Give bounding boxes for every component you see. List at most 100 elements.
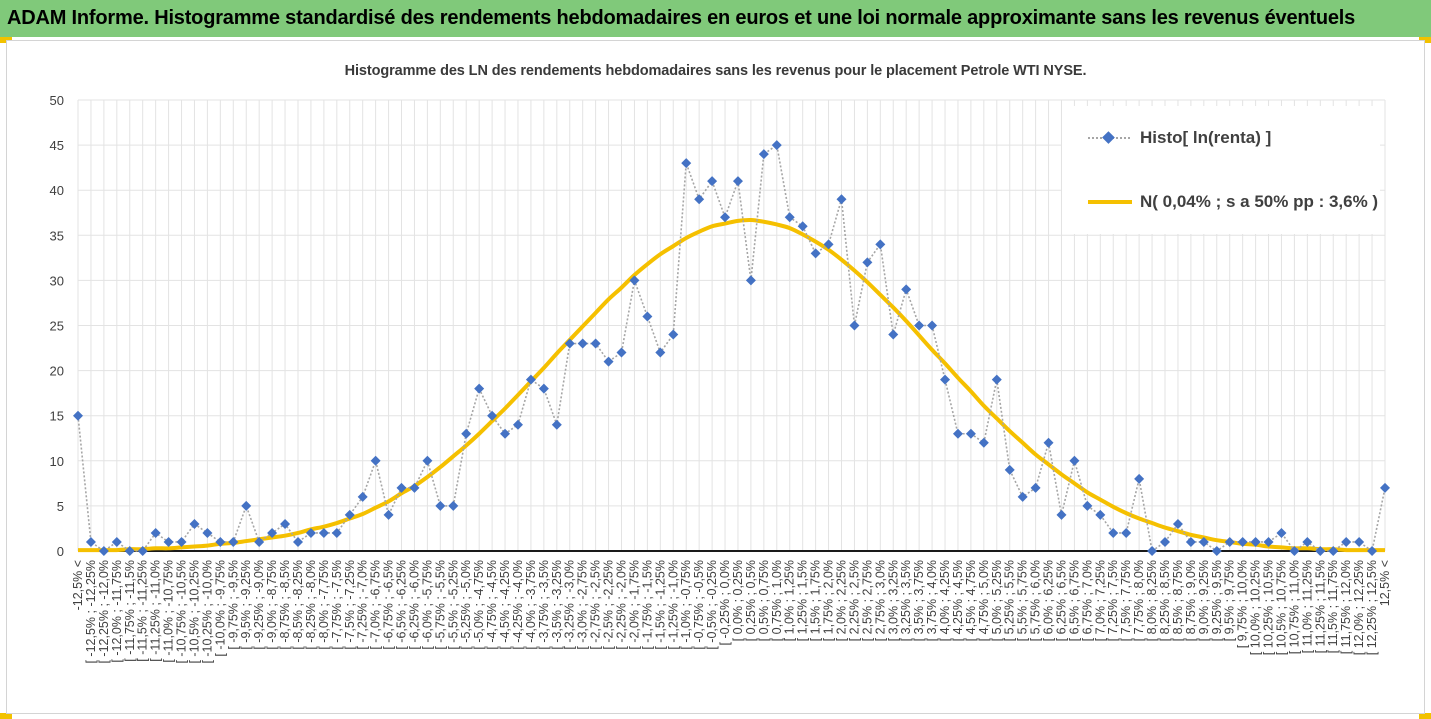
histo-point (1043, 437, 1054, 448)
y-tick-label: 0 (57, 544, 64, 559)
histo-point (590, 338, 601, 349)
x-tick-label: [ 6,75% ; 7,0% (1080, 560, 1094, 641)
histo-point (176, 536, 187, 547)
histo-point (862, 257, 873, 268)
histo-point (1315, 546, 1326, 556)
x-tick-label: [ 5,5% ; 5,75% (1016, 560, 1030, 641)
x-tick-label: [ 0,5% ; 0,75% (757, 560, 771, 641)
x-tick-label: [ 1,5% ; 1,75% (809, 560, 823, 641)
x-tick-label: [ -8,25% ; -8,0% (304, 560, 318, 650)
x-tick-label: [ 7,75% ; 8,0% (1132, 560, 1146, 641)
x-tick-label: [ -12,5% ; -12,25% (84, 560, 98, 664)
x-tick-label: [ -9,25% ; -9,0% (252, 560, 266, 650)
histo-point (512, 419, 523, 430)
histo-point (1121, 527, 1132, 538)
x-tick-label: [ -3,25% ; -3,0% (563, 560, 577, 650)
histo-point (409, 482, 420, 493)
x-tick-label: [ 2,0% ; 2,25% (834, 560, 848, 641)
histo-point (694, 194, 705, 205)
x-tick-label: [ 4,5% ; 4,75% (964, 560, 978, 641)
histo-point (1263, 536, 1274, 547)
histo-point (487, 410, 498, 421)
legend-histo-label: Histo[ ln(renta) ] (1140, 128, 1272, 147)
x-tick-label: [ 0,75% ; 1,0% (770, 560, 784, 641)
x-tick-label: -12,5% < (71, 560, 85, 610)
x-tick-label: [ -5,25% ; -5,0% (459, 560, 473, 650)
histo-point (810, 248, 821, 259)
normal-curve-layer (77, 217, 1385, 553)
y-tick-label: 35 (50, 228, 64, 243)
x-tick-label: [ 5,0% ; 5,25% (990, 560, 1004, 641)
x-tick-label: [ -11,75% ; -11,5% (123, 560, 137, 662)
x-tick-label: [ 2,5% ; 2,75% (860, 560, 874, 641)
histo-point (396, 482, 407, 493)
histo-point (1069, 455, 1080, 466)
x-tick-label: [ 9,75% ; 10,0% (1236, 560, 1250, 648)
histo-point (1017, 491, 1028, 502)
x-tick-label: [ 11,75% ; 12,0% (1339, 560, 1353, 654)
y-tick-label: 20 (50, 364, 64, 379)
histo-point (1289, 546, 1300, 556)
histo-point (720, 212, 731, 223)
x-tick-label: [ 11,5% ; 11,75% (1326, 560, 1340, 653)
x-tick-label: [ 3,25% ; 3,5% (899, 560, 913, 641)
x-tick-label: [ 6,0% ; 6,25% (1042, 560, 1056, 641)
x-tick-label: [ 10,75% ; 11,0% (1287, 560, 1301, 654)
x-tick-label: [ -8,75% ; -8,5% (278, 560, 292, 650)
histo-point (241, 500, 252, 511)
histo-point (616, 347, 627, 358)
x-tick-label: [ 9,5% ; 9,75% (1223, 560, 1237, 641)
x-tick-label: [ -9,0% ; -8,75% (265, 560, 279, 650)
histo-point (254, 536, 265, 547)
x-tick-label: [ -12,0% ; -11,75% (110, 560, 124, 663)
histo-point (1250, 536, 1261, 547)
x-tick-label: [ 1,0% ; 1,25% (783, 560, 797, 641)
histo-point (1341, 536, 1352, 547)
histo-point (1134, 473, 1145, 484)
histo-point (1354, 536, 1365, 547)
histo-point (474, 383, 485, 394)
histo-point (150, 527, 161, 538)
histo-point (577, 338, 588, 349)
histo-series-layer (73, 140, 1390, 556)
histo-point (655, 347, 666, 358)
histo-point (1030, 482, 1041, 493)
histo-point (1302, 536, 1313, 547)
x-tick-label: [ -10,0% ; -9,75% (213, 560, 227, 657)
histo-point (357, 491, 368, 502)
histo-point (668, 329, 679, 340)
x-tick-label: [ -1,25% ; -1,0% (666, 560, 680, 650)
y-tick-label: 40 (50, 183, 64, 198)
x-tick-label: [ 7,0% ; 7,25% (1093, 560, 1107, 641)
x-tick-label: [ 5,75% ; 6,0% (1029, 560, 1043, 641)
x-tick-label: [ -10,75% ; -10,5% (175, 560, 189, 664)
x-tick-label: [ -11,0% ; -10,75% (162, 560, 176, 663)
histo-point (163, 536, 174, 547)
x-tick-label: [ -7,75% ; -7,5% (330, 560, 344, 650)
histo-point (137, 546, 148, 556)
histo-point (228, 536, 239, 547)
x-tick-label: [ 10,25% ; 10,5% (1262, 560, 1276, 655)
histo-point (707, 176, 718, 187)
x-tick-labels: -12,5% <[ -12,5% ; -12,25%[ -12,25% ; -1… (71, 560, 1392, 664)
legend: Histo[ ln(renta) ] N( 0,04% ; s a 50% pp… (1062, 106, 1380, 234)
histo-point (927, 320, 938, 331)
y-tick-label: 5 (57, 499, 64, 514)
x-tick-label: [ 12,0% ; 12,25% (1352, 560, 1366, 655)
x-tick-label: [ 7,5% ; 7,75% (1119, 560, 1133, 641)
histo-point (525, 374, 536, 385)
histo-point (344, 509, 355, 520)
histo-point (784, 212, 795, 223)
x-tick-label: [ 1,25% ; 1,5% (796, 560, 810, 641)
histo-point (1004, 464, 1015, 475)
x-tick-label: [ 3,0% ; 3,25% (886, 560, 900, 641)
legend-item-normal: N( 0,04% ; s a 50% pp : 3,6% ) (1086, 192, 1378, 212)
y-tick-label: 50 (50, 93, 64, 108)
histo-point (1237, 536, 1248, 547)
histo-point (124, 546, 135, 556)
x-tick-label: [ 0,0% ; 0,25% (731, 560, 745, 641)
x-tick-label: [ -4,5% ; -4,25% (498, 560, 512, 650)
histo-point (500, 428, 511, 439)
histo-point (422, 455, 433, 466)
x-tick-label: [ -5,75% ; -5,5% (433, 560, 447, 650)
